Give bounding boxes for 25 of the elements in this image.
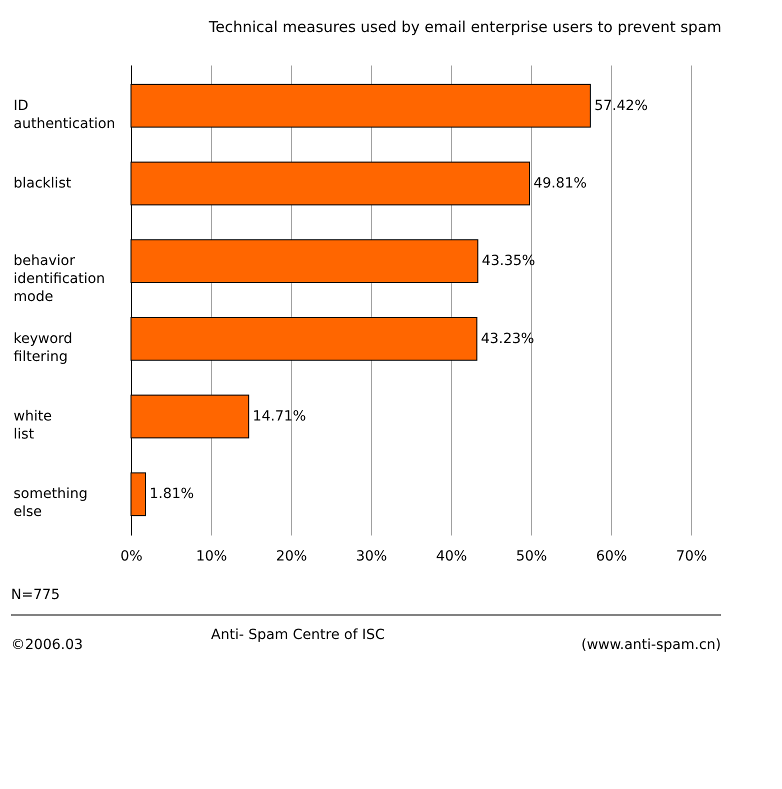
text: (www.anti-spam.cn) (581, 637, 721, 653)
y-tick-label: behavior identification mode (14, 253, 106, 306)
x-tick-label: 30% (356, 548, 388, 564)
x-tick-label: 60% (596, 548, 628, 564)
text: ©2006.03 (11, 637, 83, 653)
text: N=775 (11, 587, 60, 603)
chart-title: Technical measures used by email enterprise users to prevent spam (208, 18, 722, 36)
x-tick-label: 0% (120, 548, 143, 564)
x-tick-label: 20% (276, 548, 308, 564)
y-tick-label: something else (14, 486, 88, 520)
data-label: 57.42% (594, 98, 648, 114)
data-label: 43.23% (480, 330, 534, 347)
data-label: 43.35% (482, 253, 536, 270)
text: Anti- Spam Centre of ISC (211, 627, 385, 643)
y-tick-label: white list (14, 408, 52, 443)
y-tick-label: ID authentication (14, 98, 116, 132)
y-tick-label: keyword filtering (14, 330, 72, 365)
data-label: 14.71% (252, 408, 306, 425)
x-tick-label: 40% (436, 548, 468, 564)
x-tick-label: 10% (196, 548, 228, 564)
data-label: 49.81% (533, 175, 587, 192)
data-label: 1.81% (149, 486, 194, 502)
x-tick-label: 50% (516, 548, 548, 564)
y-tick-label: blacklist (14, 175, 72, 192)
x-tick-label: 70% (676, 548, 708, 564)
